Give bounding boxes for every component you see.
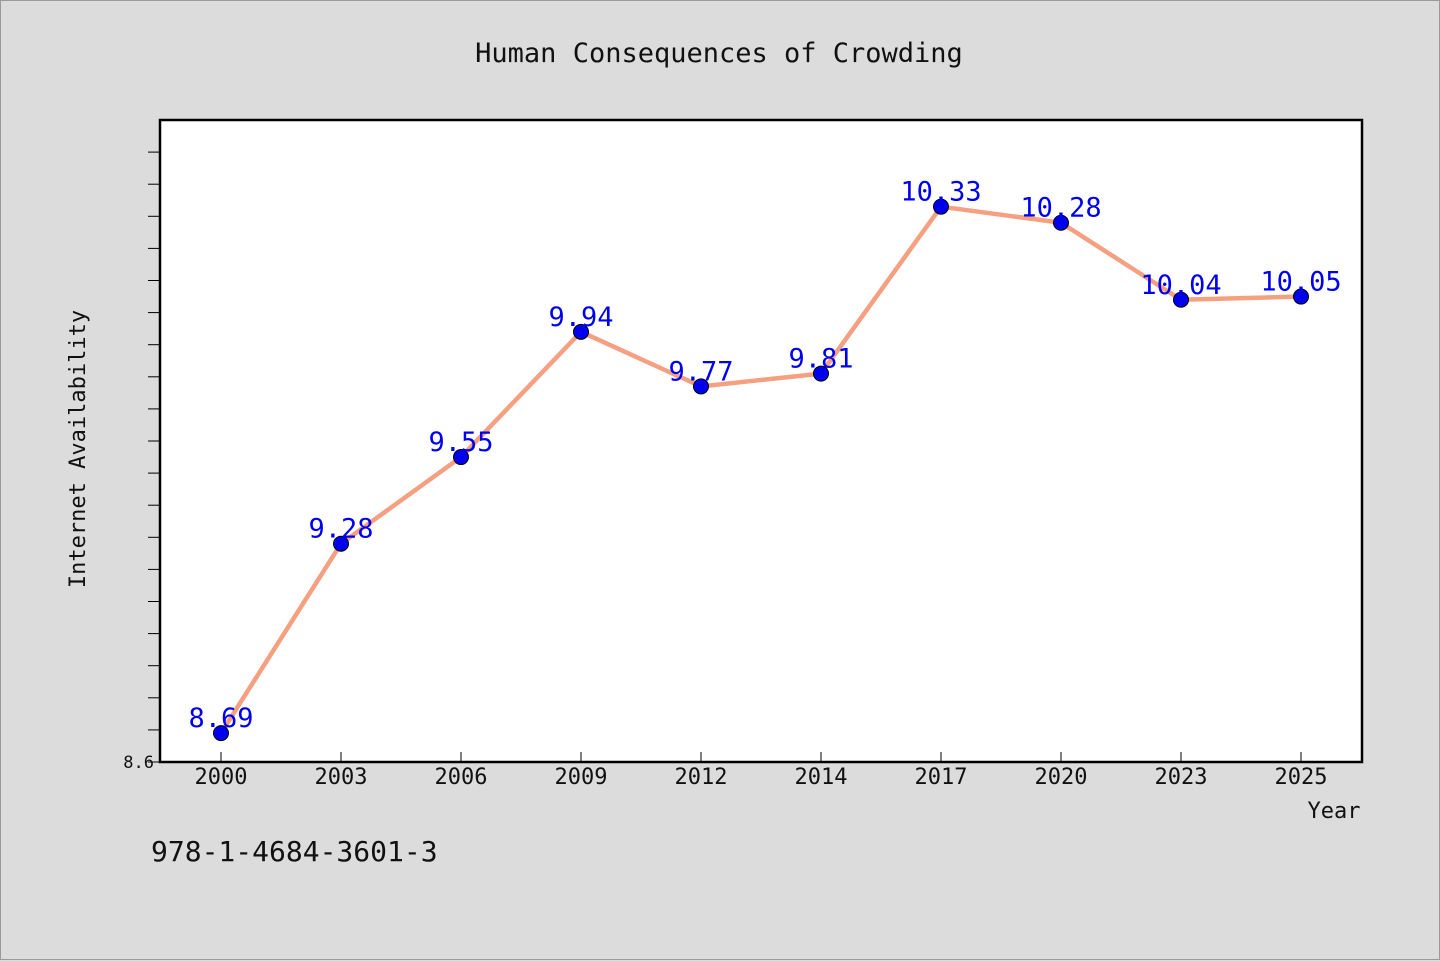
data-point-2014[interactable] bbox=[813, 365, 829, 382]
data-point-2006[interactable] bbox=[453, 449, 469, 466]
data-label-2014: 9.81 bbox=[788, 344, 853, 375]
x-tick-label-2012: 2012 bbox=[675, 765, 728, 790]
series-layer bbox=[213, 198, 1309, 742]
data-label-2012: 9.77 bbox=[668, 356, 733, 387]
data-labels-layer: 8.69 9.28 9.55 9.94 9.77 9.81 10.33 10.28 10.04 1… bbox=[188, 177, 1341, 734]
x-tick-label-2014: 2014 bbox=[795, 765, 848, 790]
x-tick-label-2017: 2017 bbox=[915, 765, 968, 790]
data-label-2020: 10.28 bbox=[1020, 193, 1101, 224]
y-tick-label: 8.6 bbox=[123, 753, 154, 773]
data-label-2017: 10.33 bbox=[900, 177, 981, 208]
x-axis-label: Year bbox=[1308, 799, 1361, 824]
y-axis-label: Internet Availability bbox=[66, 310, 91, 588]
x-tick-label-2000: 2000 bbox=[195, 765, 248, 790]
data-label-2000: 8.69 bbox=[188, 703, 253, 734]
data-point-2020[interactable] bbox=[1053, 214, 1069, 231]
data-point-2012[interactable] bbox=[693, 378, 709, 395]
isbn-footer: 978-1-4684-3601-3 bbox=[151, 835, 438, 868]
data-point-2009[interactable] bbox=[573, 323, 589, 340]
x-tick-label-2009: 2009 bbox=[555, 765, 608, 790]
data-label-2025: 10.05 bbox=[1260, 267, 1341, 298]
data-point-2025[interactable] bbox=[1293, 288, 1309, 305]
data-point-2000[interactable] bbox=[213, 725, 229, 742]
x-tick-label-2020: 2020 bbox=[1035, 765, 1088, 790]
data-label-2006: 9.55 bbox=[428, 427, 493, 458]
data-label-2009: 9.94 bbox=[548, 302, 613, 333]
chart-title: Human Consequences of Crowding bbox=[475, 38, 963, 69]
x-tick-label-2023: 2023 bbox=[1155, 765, 1208, 790]
data-point-2003[interactable] bbox=[333, 535, 349, 552]
y-axis-ticks: 8.6 bbox=[123, 151, 160, 773]
data-point-2023[interactable] bbox=[1173, 291, 1189, 308]
x-axis-ticks: 2000 2003 2006 2009 2012 2014 2017 2020 2023 2025 bbox=[195, 752, 1328, 790]
plot-area bbox=[158, 118, 1364, 764]
series-line bbox=[218, 204, 1304, 736]
data-label-2003: 9.28 bbox=[308, 514, 373, 545]
x-tick-label-2025: 2025 bbox=[1275, 765, 1328, 790]
data-point-2017[interactable] bbox=[933, 198, 949, 215]
x-tick-label-2003: 2003 bbox=[315, 765, 368, 790]
x-tick-label-2006: 2006 bbox=[435, 765, 488, 790]
data-label-2023: 10.04 bbox=[1140, 270, 1221, 301]
